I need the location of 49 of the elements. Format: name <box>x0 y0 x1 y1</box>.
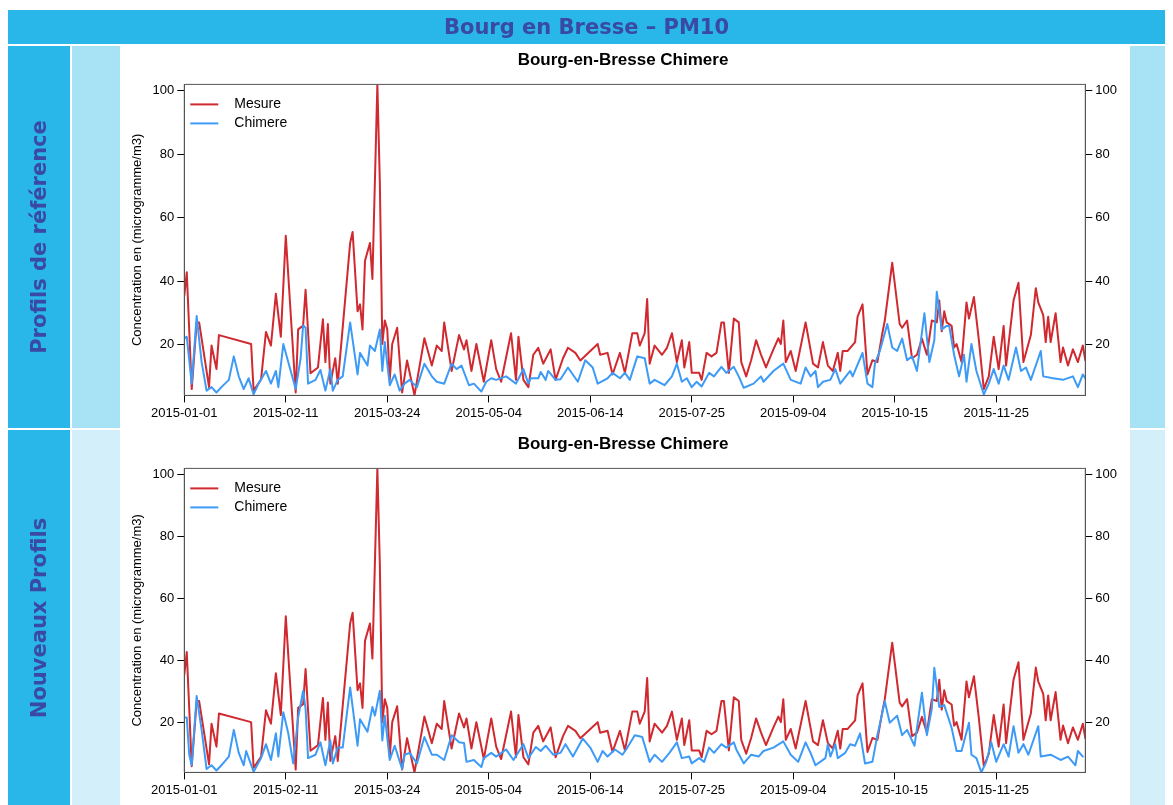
legend-label: Chimere <box>234 114 288 131</box>
text: Profils de référence <box>27 120 51 354</box>
x-tick-label: 2015-10-15 <box>861 781 928 797</box>
y2-tick-label: 100 <box>1095 466 1118 482</box>
y-tick-label: 40 <box>159 272 175 288</box>
x-tick-label: 2015-11-25 <box>963 781 1029 797</box>
x-tick-label: 2015-10-15 <box>861 404 928 420</box>
y-tick-label: 20 <box>159 336 175 352</box>
x-tick-label: 2015-03-24 <box>354 404 421 420</box>
y-tick-label: 40 <box>159 652 175 668</box>
y-tick-label: 80 <box>159 145 175 161</box>
x-tick-label: 2015-01-01 <box>151 404 218 420</box>
x-tick-label: 2015-03-24 <box>354 781 421 797</box>
x-tick-label: 2015-09-04 <box>759 781 827 797</box>
y-tick-label: 20 <box>159 714 175 730</box>
y-tick-label: 80 <box>159 528 175 544</box>
x-tick-label: 2015-06-14 <box>556 781 624 797</box>
x-tick-label: 2015-01-01 <box>151 781 218 797</box>
y2-tick-label: 60 <box>1095 590 1110 606</box>
x-tick-label: 2015-07-25 <box>658 781 725 797</box>
legend-label: Mesure <box>234 95 282 112</box>
x-tick-label: 2015-02-11 <box>253 404 319 420</box>
x-tick-label: 2015-05-04 <box>455 781 523 797</box>
y2-tick-label: 80 <box>1095 145 1110 161</box>
y2-tick-label: 100 <box>1095 82 1118 98</box>
y-tick-label: 60 <box>159 209 175 225</box>
x-tick-label: 2015-09-04 <box>759 404 827 420</box>
y2-tick-label: 40 <box>1095 652 1110 668</box>
y2-tick-label: 20 <box>1095 714 1110 730</box>
y2-tick-label: 40 <box>1095 272 1110 288</box>
x-tick-label: 2015-06-14 <box>556 404 624 420</box>
x-tick-label: 2015-07-25 <box>658 404 725 420</box>
y-axis-title: Concentration en (microgramme/m3) <box>129 133 145 347</box>
y2-tick-label: 20 <box>1095 336 1110 352</box>
legend-label: Mesure <box>234 479 282 496</box>
y2-tick-label: 60 <box>1095 209 1110 225</box>
y-tick-label: 60 <box>159 590 175 606</box>
text: Nouveaux Profils <box>27 517 51 718</box>
text: Bourg en Bresse – PM10 <box>8 10 1165 44</box>
y-tick-label: 100 <box>152 466 175 482</box>
legend-label: Chimere <box>234 498 288 515</box>
y2-tick-label: 80 <box>1095 528 1110 544</box>
chart-title: Bourg-en-Bresse Chimere <box>517 433 729 453</box>
x-tick-label: 2015-05-04 <box>455 404 523 420</box>
chart-title: Bourg-en-Bresse Chimere <box>517 49 729 69</box>
x-tick-label: 2015-11-25 <box>963 404 1029 420</box>
y-tick-label: 100 <box>152 82 175 98</box>
x-tick-label: 2015-02-11 <box>253 781 319 797</box>
y-axis-title: Concentration en (microgramme/m3) <box>129 514 145 727</box>
